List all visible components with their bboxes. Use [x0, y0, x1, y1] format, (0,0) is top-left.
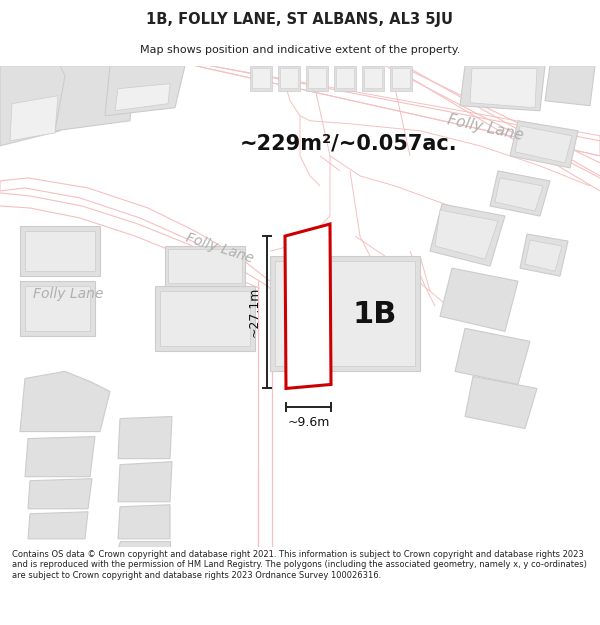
Polygon shape [0, 178, 280, 294]
Polygon shape [334, 66, 356, 91]
Polygon shape [336, 68, 354, 88]
Text: 1B, FOLLY LANE, ST ALBANS, AL3 5JU: 1B, FOLLY LANE, ST ALBANS, AL3 5JU [146, 12, 454, 27]
Polygon shape [455, 328, 530, 384]
Text: Folly Lane: Folly Lane [184, 231, 256, 266]
Polygon shape [495, 178, 543, 211]
Polygon shape [278, 66, 300, 91]
Polygon shape [250, 66, 272, 91]
Polygon shape [525, 240, 562, 271]
Polygon shape [545, 66, 595, 106]
Polygon shape [25, 286, 90, 331]
Text: 1B: 1B [353, 300, 397, 329]
Polygon shape [28, 512, 88, 539]
Polygon shape [0, 66, 80, 146]
Polygon shape [28, 479, 92, 509]
Polygon shape [118, 416, 172, 459]
Polygon shape [465, 376, 537, 429]
Polygon shape [362, 66, 384, 91]
Polygon shape [155, 286, 255, 351]
Polygon shape [510, 121, 578, 168]
Polygon shape [490, 171, 550, 216]
Polygon shape [460, 66, 545, 111]
Polygon shape [25, 437, 95, 477]
Polygon shape [105, 66, 185, 116]
Polygon shape [390, 66, 412, 91]
Text: Folly Lane: Folly Lane [446, 112, 524, 143]
Polygon shape [118, 505, 170, 539]
Polygon shape [118, 462, 172, 502]
Polygon shape [285, 224, 331, 389]
Polygon shape [520, 234, 568, 276]
Polygon shape [10, 96, 58, 141]
Polygon shape [20, 281, 95, 336]
Text: Folly Lane: Folly Lane [33, 288, 103, 301]
Polygon shape [252, 68, 270, 88]
Polygon shape [515, 126, 572, 163]
Polygon shape [55, 66, 135, 131]
Text: ~27.1m: ~27.1m [248, 287, 260, 338]
Polygon shape [165, 246, 245, 286]
Polygon shape [306, 66, 328, 91]
Text: Map shows position and indicative extent of the property.: Map shows position and indicative extent… [140, 44, 460, 54]
Polygon shape [280, 68, 298, 88]
Text: ~229m²/~0.057ac.: ~229m²/~0.057ac. [240, 134, 458, 154]
Polygon shape [440, 268, 518, 331]
Polygon shape [20, 226, 100, 276]
Polygon shape [118, 541, 170, 547]
Polygon shape [275, 261, 415, 366]
Polygon shape [392, 68, 410, 88]
Polygon shape [25, 231, 95, 271]
Polygon shape [20, 371, 110, 432]
Polygon shape [364, 68, 382, 88]
Polygon shape [470, 69, 537, 108]
Text: Contains OS data © Crown copyright and database right 2021. This information is : Contains OS data © Crown copyright and d… [12, 550, 587, 580]
Polygon shape [270, 256, 420, 371]
Polygon shape [115, 84, 170, 111]
Text: ~9.6m: ~9.6m [287, 416, 329, 429]
Polygon shape [160, 291, 250, 346]
Polygon shape [195, 66, 600, 156]
Polygon shape [430, 204, 505, 266]
Polygon shape [435, 210, 498, 259]
Polygon shape [308, 68, 326, 88]
Polygon shape [168, 249, 242, 283]
